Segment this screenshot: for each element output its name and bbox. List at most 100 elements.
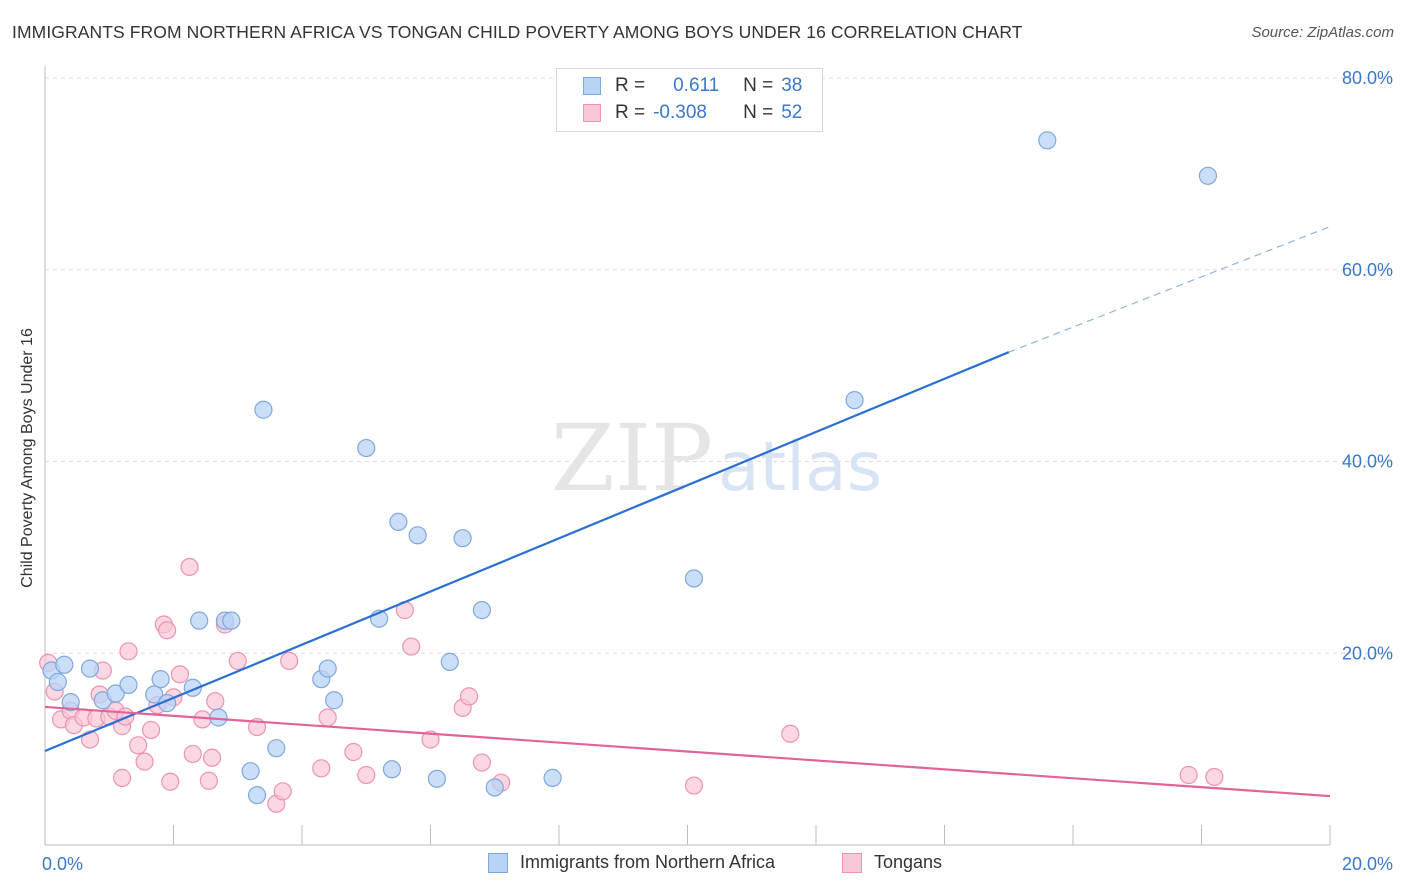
data-point-tongans (170, 665, 190, 684)
r-label: R = (615, 75, 646, 96)
x-tick-label: 0.0% (42, 854, 83, 874)
legend-swatch-blue (583, 77, 601, 95)
axes (44, 66, 1331, 846)
data-point-immigrants (267, 739, 286, 758)
data-point-immigrants (48, 672, 67, 692)
data-point-immigrants (241, 762, 260, 781)
r-value: 0.611 (673, 75, 720, 96)
data-point-immigrants (55, 655, 74, 674)
data-point-immigrants (151, 670, 170, 689)
data-point-immigrants (440, 652, 459, 671)
y-tick-label: 80.0% (1342, 68, 1393, 88)
data-point-tongans (129, 736, 148, 755)
data-point-tongans (183, 744, 202, 764)
data-point-immigrants (106, 684, 125, 703)
data-point-immigrants (318, 659, 337, 678)
data-point-immigrants (1038, 131, 1057, 150)
data-point-tongans (112, 768, 132, 787)
data-point-tongans (141, 720, 161, 740)
data-point-tongans (1179, 765, 1198, 785)
grid-lines (45, 77, 1392, 654)
data-point-immigrants (190, 611, 209, 630)
data-point-immigrants (357, 438, 376, 458)
data-point-tongans (472, 753, 491, 772)
data-point-tongans (459, 687, 479, 706)
data-point-tongans (357, 765, 376, 785)
series-legend: Immigrants from Northern Africa Tongans (0, 852, 1406, 876)
data-point-immigrants (389, 512, 408, 532)
data-point-tongans (180, 557, 199, 577)
data-point-immigrants (408, 526, 427, 545)
legend-label-immigrants: Immigrants from Northern Africa (520, 852, 776, 872)
data-point-tongans (280, 651, 299, 671)
data-point-immigrants (1198, 166, 1218, 185)
data-point-immigrants (845, 391, 864, 410)
legend-swatch-pink (583, 104, 601, 122)
r-label: R = (615, 102, 646, 123)
data-point-immigrants (222, 611, 241, 630)
data-point-tongans (421, 730, 440, 749)
x-tick-label: 20.0% (1342, 854, 1393, 874)
watermark-zip: ZIP (551, 405, 713, 512)
n-label: N = (743, 75, 774, 96)
data-point-tongans (161, 772, 180, 791)
legend-row-immigrants: R = 0.611 N = 38 (583, 73, 802, 99)
data-point-tongans (135, 752, 154, 771)
trend-lines (44, 226, 1331, 798)
data-point-immigrants (247, 786, 267, 805)
y-tick-label: 40.0% (1342, 452, 1393, 472)
data-point-tongans (228, 651, 247, 671)
data-point-tongans (202, 748, 222, 767)
data-point-tongans (344, 742, 363, 762)
data-point-tongans (199, 771, 218, 790)
data-point-immigrants (382, 760, 402, 779)
data-point-tongans (781, 724, 800, 743)
trend-line-immigrants-extension (1008, 226, 1331, 353)
tongans-points (39, 557, 1224, 813)
data-point-immigrants (485, 778, 504, 797)
data-point-immigrants (543, 768, 562, 787)
data-point-immigrants (472, 601, 491, 620)
data-point-immigrants (325, 691, 344, 710)
immigrants-points (42, 131, 1218, 805)
data-point-immigrants (145, 685, 164, 704)
legend-swatch-pink (842, 852, 862, 873)
data-point-tongans (119, 642, 138, 661)
n-value: 38 (781, 75, 803, 96)
data-point-immigrants (684, 569, 704, 588)
data-point-tongans (273, 782, 292, 801)
data-point-immigrants (119, 675, 138, 694)
data-point-immigrants (61, 693, 80, 712)
data-point-tongans (1205, 767, 1224, 787)
data-point-tongans (157, 621, 177, 640)
data-point-tongans (402, 637, 421, 656)
legend-label-tongans: Tongans (874, 852, 943, 872)
data-point-tongans (312, 759, 331, 778)
data-point-immigrants (80, 659, 100, 678)
data-point-tongans (318, 708, 337, 727)
legend-item-tongans: Tongans (842, 852, 942, 873)
watermark-atlas: atlas (718, 428, 882, 507)
y-tick-label: 20.0% (1342, 643, 1393, 663)
legend-swatch-blue (488, 852, 508, 873)
n-value: 52 (781, 102, 803, 123)
data-point-tongans (193, 710, 212, 729)
data-point-tongans (206, 692, 225, 711)
chart-title: IMMIGRANTS FROM NORTHERN AFRICA VS TONGA… (12, 22, 1023, 42)
y-tick-label: 60.0% (1342, 260, 1393, 280)
n-label: N = (743, 102, 774, 123)
data-point-immigrants (427, 769, 447, 788)
data-point-immigrants (453, 529, 472, 548)
legend-row-tongans: R = -0.308 N = 52 (583, 100, 802, 126)
data-point-tongans (684, 776, 704, 795)
trend-line-immigrants (44, 351, 1010, 753)
watermark: ZIP atlas (551, 405, 882, 512)
source-label: Source: ZipAtlas.com (1251, 24, 1394, 41)
legend-item-immigrants: Immigrants from Northern Africa (488, 852, 775, 873)
data-point-immigrants (254, 400, 273, 419)
tick-labels: 20.0% 40.0% 60.0% 80.0% 0.0% 20.0% (42, 68, 1393, 874)
trend-line-tongans (44, 705, 1331, 798)
r-value: -0.308 (653, 102, 707, 123)
correlation-legend: R = 0.611 N = 38 R = -0.308 N = 52 (556, 68, 823, 132)
